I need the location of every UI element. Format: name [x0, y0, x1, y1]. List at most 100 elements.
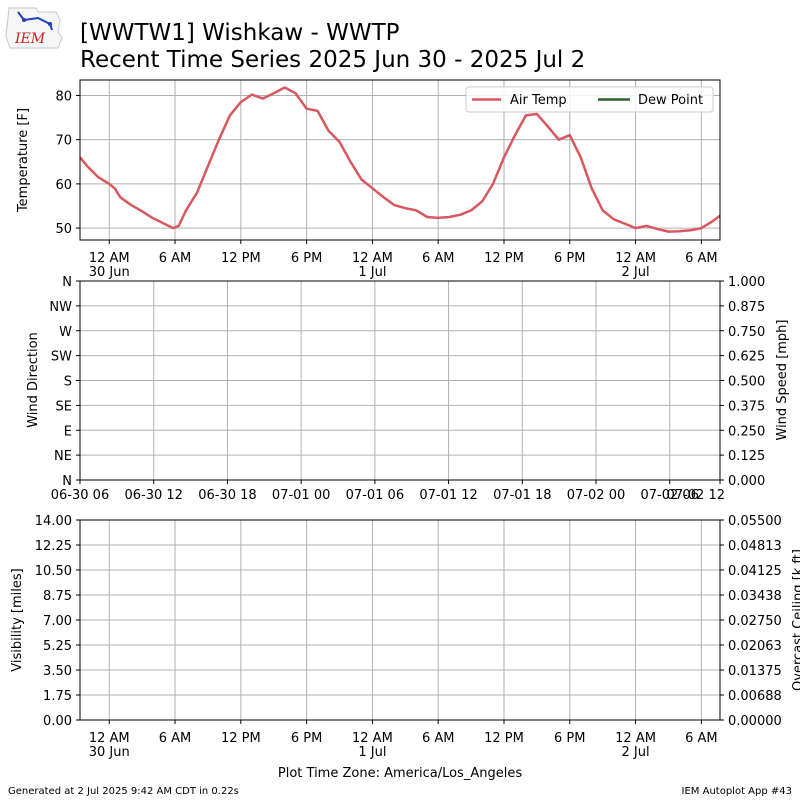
wind-speed-tick-label: 0.875 [728, 300, 765, 315]
visibility-x-tick-label: 12 AM [615, 731, 656, 746]
app-note: IEM Autoplot App #43 [682, 786, 792, 797]
wind-x-ticks: 06-30 06 06-30 12 06-30 18 07-01 00 07-01 06… [51, 480, 725, 503]
wind-x-tick-label: 07-01 18 [493, 488, 551, 503]
wind-speed-tick-label: 0.125 [728, 449, 765, 464]
visibility-x-tick-label: 6 PM [291, 731, 322, 746]
temperature-y-tick-label: 50 [55, 222, 72, 237]
ceiling-tick-label: 0.02063 [728, 639, 782, 654]
temperature-x-tick-label: 6 PM [554, 251, 585, 266]
wind-speed-tick-label: 0.750 [728, 325, 765, 340]
temperature-x-tick-label: 12 PM [484, 251, 524, 266]
temperature-x-tick-label: 6 AM [159, 251, 192, 266]
wind-x-tick-label: 07-02 06 [641, 488, 699, 503]
visibility-x-tick-label: 12 PM [221, 731, 261, 746]
wind-speed-tick-label: 0.250 [728, 424, 765, 439]
ceiling-tick-label: 0.04125 [728, 564, 782, 579]
ceiling-tick-label: 0.00000 [728, 714, 782, 729]
wind-direction-tick-label: E [64, 424, 72, 439]
visibility-tick-label: 14.00 [35, 514, 72, 529]
chart-subtitle: Recent Time Series 2025 Jun 30 - 2025 Ju… [80, 47, 585, 73]
visibility-tick-label: 12.25 [35, 539, 72, 554]
visibility-tick-label: 8.75 [43, 589, 72, 604]
legend-dew-point-label: Dew Point [638, 93, 703, 108]
temperature-y-tick-label: 70 [55, 134, 72, 149]
temperature-x-tick-label: 12 AM [615, 251, 656, 266]
logo-text: IEM [14, 31, 46, 47]
wind-direction-tick-label: S [64, 375, 72, 390]
generated-note: Generated at 2 Jul 2025 9:42 AM CDT in 0… [8, 786, 239, 797]
temperature-series [79, 86, 721, 233]
temperature-x-tick-label: 6 AM [422, 251, 455, 266]
wind-direction-tick-label: SW [51, 350, 72, 365]
temperature-x-tick-label: 12 AM [352, 251, 393, 266]
timezone-label: Plot Time Zone: America/Los_Angeles [278, 766, 522, 781]
legend: Air Temp Dew Point [465, 86, 714, 113]
visibility-grid [80, 519, 720, 721]
wind-x-tick-label: 07-01 00 [272, 488, 330, 503]
temperature-x-tick-label: 6 AM [685, 251, 718, 266]
visibility-x-tick-label: 12 AM [352, 731, 393, 746]
wind-direction-tick-label: NE [54, 449, 72, 464]
wind-direction-tick-label: N [62, 474, 72, 489]
ceiling-tick-label: 0.00688 [728, 689, 782, 704]
visibility-x-tick-date: 2 Jul [622, 745, 650, 760]
temperature-axes-frame [79, 79, 721, 241]
wind-direction-tick-label: N [62, 275, 72, 290]
wind-speed-tick-label: 1.000 [728, 275, 765, 290]
temperature-x-tick-label: 6 PM [291, 251, 322, 266]
ceiling-y-ticks: 0.00000 0.00688 0.01375 0.02063 0.02750 0.034… [720, 514, 782, 729]
wind-direction-tick-label: W [59, 325, 72, 340]
ceiling-tick-label: 0.04813 [728, 539, 782, 554]
wind-direction-tick-label: NW [49, 300, 72, 315]
temperature-x-tick-label: 12 PM [221, 251, 261, 266]
visibility-x-tick-label: 12 PM [484, 731, 524, 746]
wind-grid [79, 280, 721, 481]
ceiling-tick-label: 0.01375 [728, 664, 782, 679]
temperature-x-tick-date: 1 Jul [358, 265, 386, 280]
visibility-tick-label: 3.50 [43, 664, 72, 679]
visibility-panel: 0.001.753.505.257.008.7510.5012.2514.00 … [10, 514, 800, 760]
temperature-y-label: Temperature [F] [16, 108, 31, 213]
visibility-tick-label: 5.25 [43, 639, 72, 654]
chart-title: [WWTW1] Wishkaw - WWTP [80, 20, 400, 46]
temperature-x-tick-date: 30 Jun [89, 265, 130, 280]
wind-speed-tick-label: 0.500 [728, 375, 765, 390]
ceiling-y-label: Overcast Ceiling [k ft] [791, 549, 800, 691]
ceiling-tick-label: 0.02750 [728, 614, 782, 629]
ceiling-tick-label: 0.03438 [728, 589, 782, 604]
temperature-y-ticks: 50 60 70 80 [55, 89, 80, 237]
air-temp-line [79, 86, 721, 233]
ceiling-tick-label: 0.05500 [728, 514, 782, 529]
temperature-y-tick-label: 80 [55, 89, 72, 104]
temperature-y-tick-label: 60 [55, 178, 72, 193]
visibility-tick-label: 0.00 [43, 714, 72, 729]
legend-air-temp-label: Air Temp [510, 93, 567, 108]
wind-speed-label: Wind Speed [mph] [775, 320, 790, 441]
wind-speed-tick-label: 0.375 [728, 399, 765, 414]
wind-x-tick-label: 06-30 18 [198, 488, 256, 503]
visibility-x-tick-label: 6 AM [422, 731, 455, 746]
wind-x-tick-label: 07-01 06 [346, 488, 404, 503]
iem-logo: IEM [5, 7, 63, 49]
wind-speed-tick-label: 0.625 [728, 350, 765, 365]
visibility-y-label: Visibility [miles] [10, 568, 25, 671]
visibility-tick-label: 7.00 [43, 614, 72, 629]
temperature-x-tick-label: 12 AM [89, 251, 130, 266]
wind-direction-tick-label: SE [56, 399, 72, 414]
wind-x-tick-label: 07-02 00 [567, 488, 625, 503]
wind-x-tick-label: 06-30 12 [124, 488, 182, 503]
visibility-tick-label: 1.75 [43, 689, 72, 704]
visibility-x-tick-label: 12 AM [89, 731, 130, 746]
wind-x-tick-label: 06-30 06 [51, 488, 109, 503]
visibility-x-tick-date: 1 Jul [358, 745, 386, 760]
visibility-x-tick-label: 6 PM [554, 731, 585, 746]
wind-x-tick-label: 07-01 12 [419, 488, 477, 503]
wind-speed-ticks: 0.000 0.125 0.250 0.375 0.500 0.625 0.750 0.875… [720, 275, 765, 489]
visibility-y-ticks: 0.00 1.75 3.50 5.25 7.00 8.75 10.50 12.25 14.00 [35, 514, 80, 729]
wind-direction-ticks: N NE E SE S SW W NW N [49, 275, 80, 489]
visibility-x-tick-label: 6 AM [685, 731, 718, 746]
